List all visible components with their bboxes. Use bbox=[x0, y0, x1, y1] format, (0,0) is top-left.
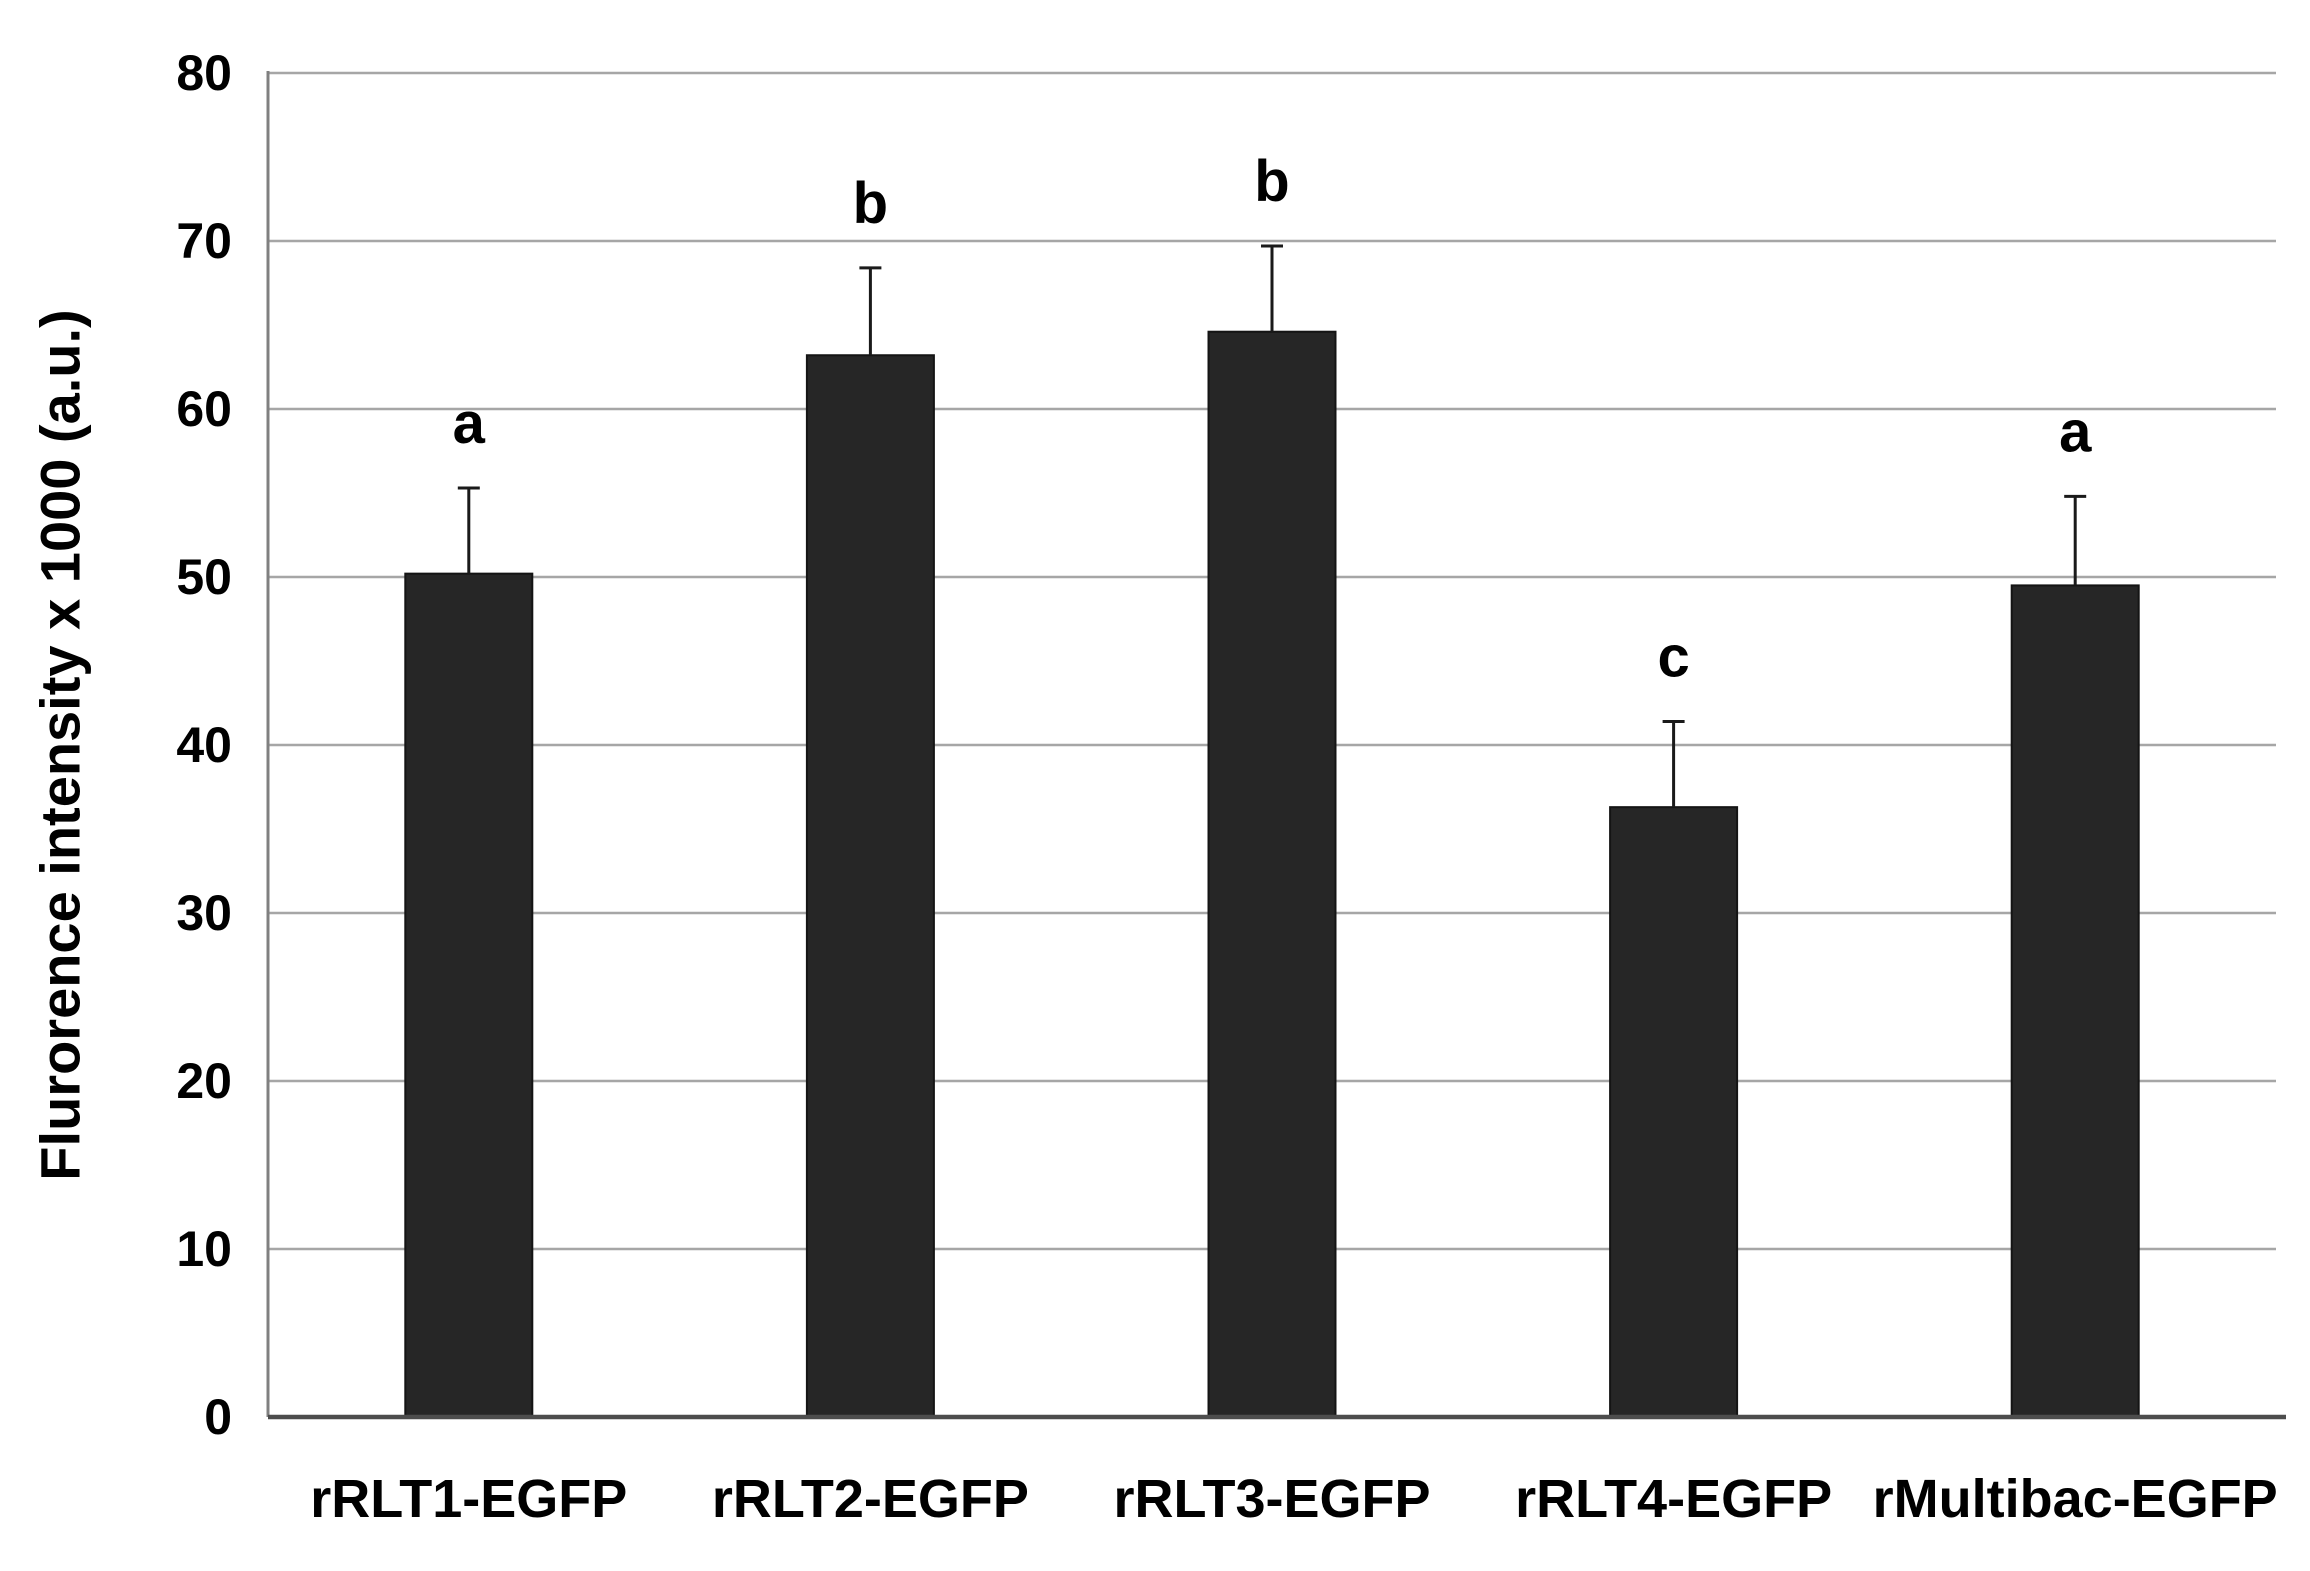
y-axis-tick-label: 70 bbox=[176, 213, 232, 269]
y-axis-tick-label: 20 bbox=[176, 1053, 232, 1109]
significance-letter: c bbox=[1657, 624, 1689, 689]
x-axis-category-label: rRLT4-EGFP bbox=[1515, 1469, 1832, 1529]
y-axis-tick-label: 10 bbox=[176, 1221, 232, 1277]
y-axis-tick-label: 40 bbox=[176, 717, 232, 773]
bar bbox=[1609, 806, 1739, 1418]
y-axis-tick-label: 50 bbox=[176, 549, 232, 605]
y-axis-title: Flurorence intensity x 1000 (a.u.) bbox=[29, 309, 92, 1180]
significance-letter: b bbox=[853, 171, 888, 236]
bar bbox=[404, 572, 534, 1418]
significance-letter: b bbox=[1254, 149, 1289, 214]
y-axis-tick-label: 0 bbox=[204, 1389, 232, 1445]
bar bbox=[805, 354, 935, 1418]
x-axis-category-label: rRLT1-EGFP bbox=[310, 1469, 627, 1529]
x-axis-category-label: rRLT3-EGFP bbox=[1113, 1469, 1430, 1529]
y-axis-tick-label: 30 bbox=[176, 885, 232, 941]
bar bbox=[2010, 584, 2140, 1418]
x-axis-category-label: rMultibac-EGFP bbox=[1873, 1469, 2278, 1529]
y-axis-tick-label: 80 bbox=[176, 45, 232, 101]
y-axis-tick-label: 60 bbox=[176, 381, 232, 437]
significance-letter: a bbox=[2059, 399, 2092, 464]
significance-letter: a bbox=[453, 391, 486, 456]
x-axis-category-label: rRLT2-EGFP bbox=[712, 1469, 1029, 1529]
bar bbox=[1207, 330, 1337, 1419]
